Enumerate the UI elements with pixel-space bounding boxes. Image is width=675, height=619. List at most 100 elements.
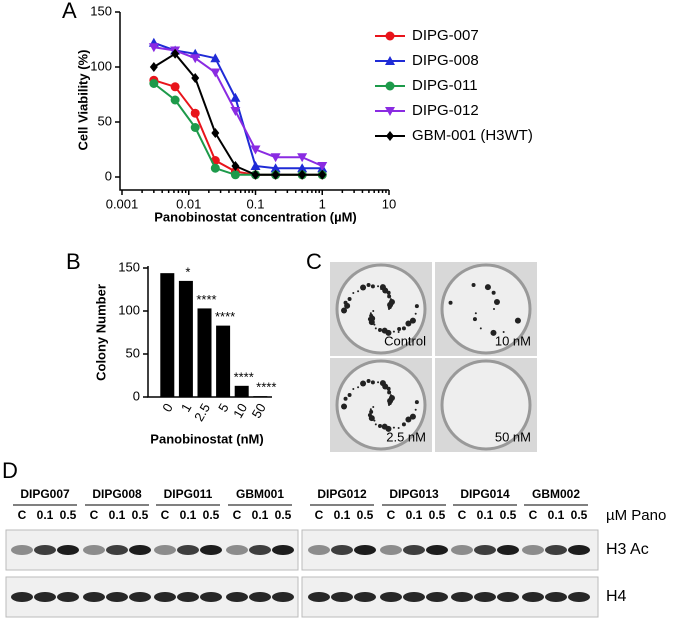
colony bbox=[389, 298, 392, 301]
x-tick-label: 2.5 bbox=[191, 401, 213, 424]
x-tick-label: 0.001 bbox=[106, 196, 139, 211]
group-label: DIPG013 bbox=[389, 487, 439, 501]
marker bbox=[170, 95, 180, 105]
colony bbox=[366, 379, 371, 384]
lane-label: C bbox=[18, 508, 27, 522]
colony bbox=[357, 386, 360, 389]
significance: **** bbox=[256, 380, 276, 395]
lane-label: 0.5 bbox=[571, 508, 588, 522]
colony bbox=[377, 381, 380, 384]
panel-letter: C bbox=[306, 249, 322, 274]
band bbox=[154, 592, 176, 602]
band bbox=[34, 592, 56, 602]
lane-label: C bbox=[161, 508, 170, 522]
lane-label: 0.5 bbox=[500, 508, 517, 522]
colony bbox=[360, 380, 367, 387]
lane-label: 0.1 bbox=[37, 508, 54, 522]
panel-letter: A bbox=[62, 0, 77, 23]
band bbox=[83, 592, 105, 602]
marker bbox=[317, 162, 328, 171]
marker bbox=[210, 163, 220, 173]
well-label: 50 nM bbox=[495, 429, 531, 444]
colony bbox=[347, 392, 352, 397]
well-label: 10 nM bbox=[495, 333, 531, 348]
lane-label: 0.1 bbox=[406, 508, 423, 522]
colony bbox=[471, 283, 476, 288]
colony bbox=[347, 296, 352, 301]
marker bbox=[231, 161, 240, 171]
colony bbox=[397, 427, 400, 430]
colony bbox=[502, 331, 505, 334]
bar bbox=[234, 385, 249, 397]
panel-letter: B bbox=[66, 249, 81, 274]
band bbox=[545, 592, 567, 602]
colony bbox=[490, 329, 497, 336]
band bbox=[331, 545, 353, 555]
colony bbox=[387, 294, 392, 299]
band bbox=[272, 592, 294, 602]
colony bbox=[369, 409, 374, 414]
well bbox=[440, 359, 532, 451]
colony bbox=[514, 317, 521, 324]
band bbox=[380, 545, 402, 555]
colony bbox=[374, 327, 377, 330]
colony bbox=[369, 408, 372, 411]
colony bbox=[389, 394, 392, 397]
colony bbox=[387, 390, 392, 395]
colony bbox=[493, 299, 500, 306]
colony bbox=[382, 383, 389, 390]
colony bbox=[474, 312, 477, 315]
x-tick-label: 0.1 bbox=[246, 196, 264, 211]
legend-label: GBM-001 (H3WT) bbox=[412, 127, 533, 144]
lane-label: C bbox=[458, 508, 467, 522]
marker bbox=[171, 48, 180, 59]
band bbox=[354, 592, 376, 602]
marker bbox=[191, 73, 200, 83]
colony bbox=[409, 413, 416, 420]
x-tick-label: 1 bbox=[319, 196, 326, 211]
colony bbox=[414, 304, 419, 309]
colony bbox=[377, 285, 380, 288]
colony bbox=[409, 317, 416, 324]
colony bbox=[374, 423, 377, 426]
colony bbox=[343, 396, 348, 401]
band bbox=[11, 592, 33, 602]
band bbox=[451, 545, 473, 555]
marker bbox=[211, 128, 220, 138]
marker bbox=[190, 54, 201, 64]
y-tick-label: 0 bbox=[105, 168, 112, 183]
band bbox=[426, 592, 448, 602]
colony bbox=[405, 320, 412, 327]
colony bbox=[493, 308, 495, 310]
lane-label: 0.5 bbox=[60, 508, 77, 522]
x-tick-label: 0.01 bbox=[176, 196, 201, 211]
bar bbox=[253, 396, 268, 397]
colony bbox=[370, 380, 375, 385]
x-tick-label: 50 bbox=[249, 401, 269, 421]
marker bbox=[250, 145, 261, 155]
well bbox=[440, 263, 532, 355]
colony bbox=[344, 302, 351, 309]
row-label: H4 bbox=[606, 588, 627, 605]
band bbox=[568, 592, 590, 602]
band bbox=[403, 592, 425, 602]
colony bbox=[372, 406, 375, 409]
colony bbox=[397, 327, 402, 332]
group-label: GBM001 bbox=[236, 487, 284, 501]
x-tick-label: 5 bbox=[215, 401, 232, 415]
lane-label: 0.5 bbox=[203, 508, 220, 522]
colony bbox=[373, 323, 376, 326]
marker bbox=[271, 169, 280, 180]
lane-label: 0.1 bbox=[252, 508, 269, 522]
band bbox=[11, 545, 33, 555]
marker bbox=[385, 56, 395, 65]
marker bbox=[210, 53, 221, 63]
bar bbox=[197, 308, 212, 397]
y-tick-label: 0 bbox=[133, 388, 140, 403]
x-tick-label: 10 bbox=[382, 196, 396, 211]
band bbox=[83, 545, 105, 555]
curve bbox=[153, 79, 323, 176]
significance: **** bbox=[234, 369, 254, 384]
colony bbox=[392, 426, 395, 429]
lane-label: C bbox=[90, 508, 99, 522]
